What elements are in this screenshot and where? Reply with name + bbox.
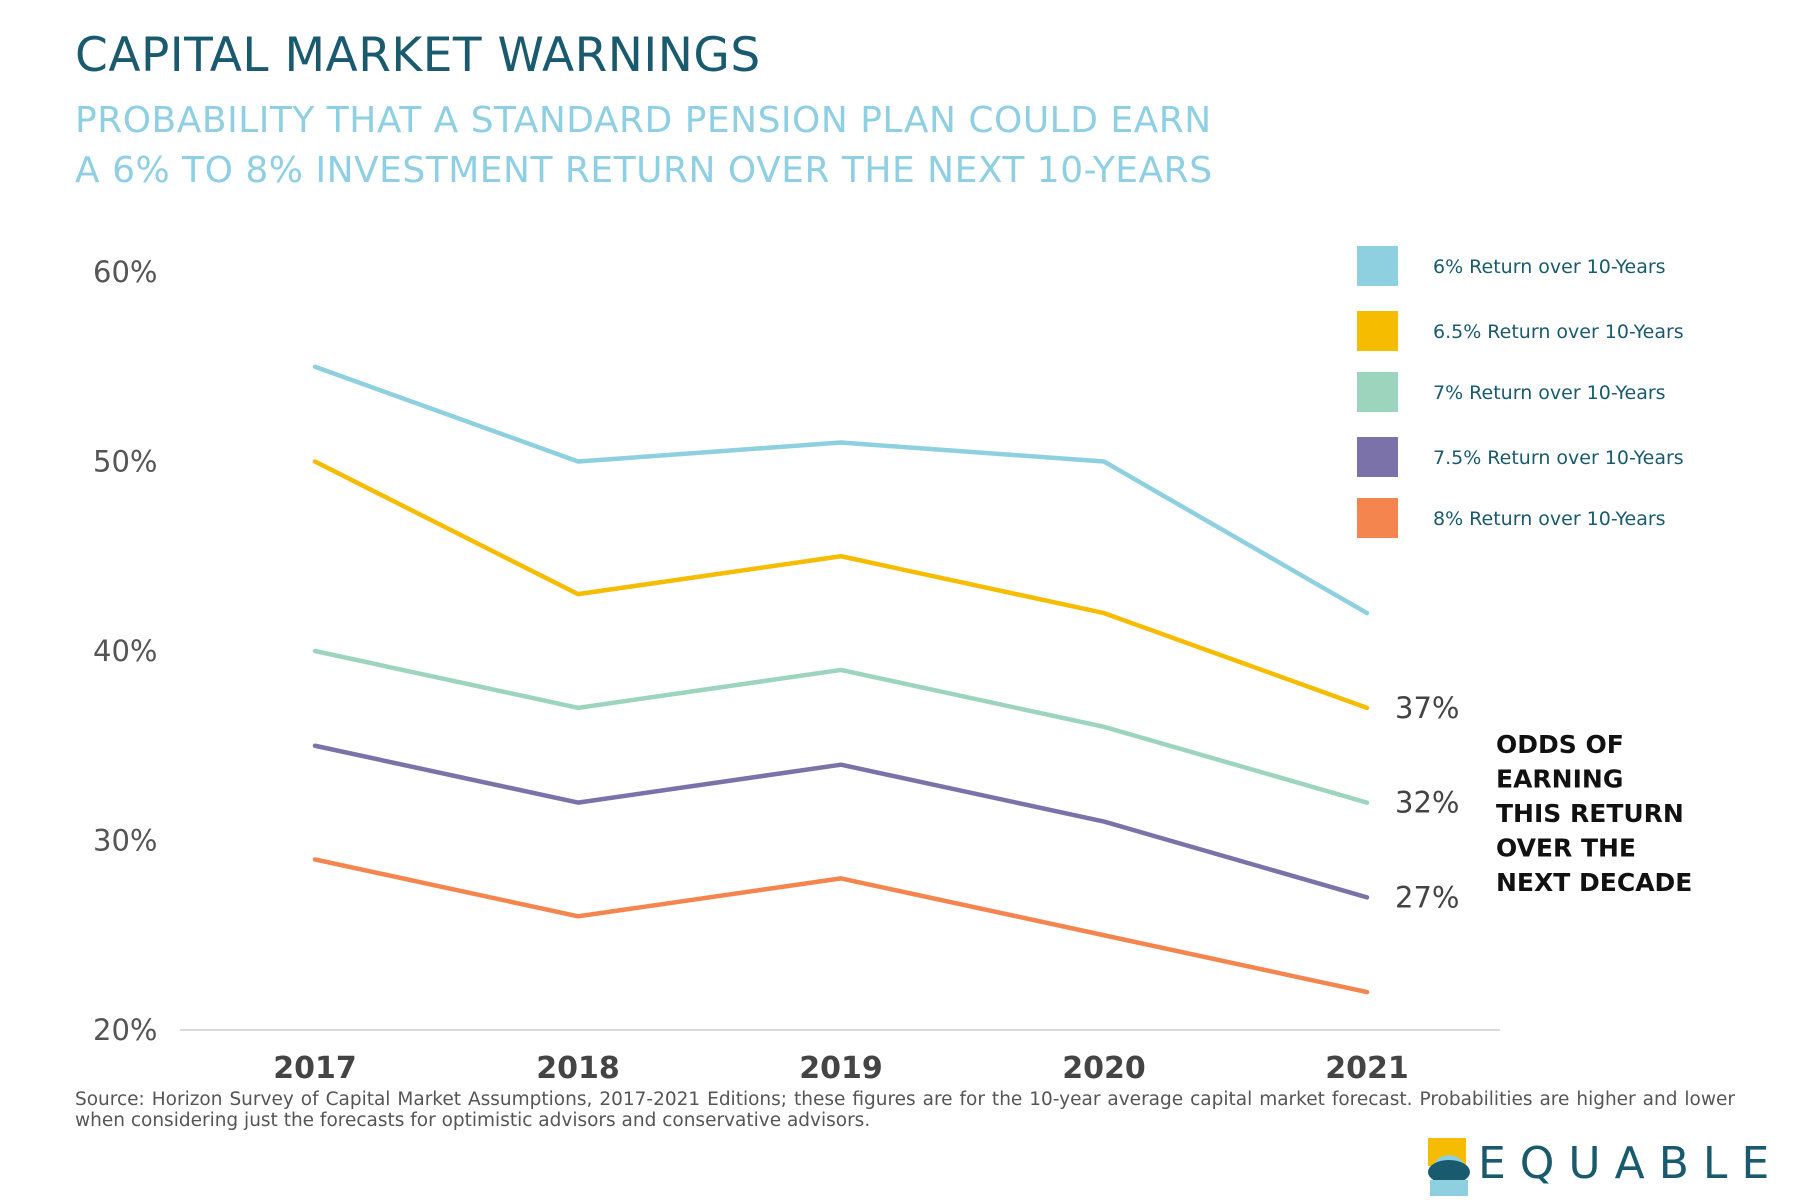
source-note: Source: Horizon Survey of Capital Market… (75, 1089, 1735, 1131)
subtitle-line-2: A 6% TO 8% INVESTMENT RETURN OVER THE NE… (75, 150, 1213, 191)
equable-logo-icon (1428, 1138, 1470, 1196)
legend-swatch (1357, 246, 1398, 286)
logo-wordmark: EQUABLE (1478, 1138, 1784, 1189)
annotation-line: NEXT DECADE (1496, 868, 1692, 897)
series-line-4 (312, 743, 1370, 900)
end-value-label: 27% (1395, 880, 1459, 914)
annotation-line: OVER THE (1496, 834, 1636, 863)
y-tick-label: 50% (93, 445, 157, 479)
legend-label: 6% Return over 10-Years (1433, 256, 1666, 278)
series-line-3 (312, 648, 1370, 805)
page-subtitle: PROBABILITY THAT A STANDARD PENSION PLAN… (75, 96, 1213, 196)
end-value-label: 32% (1395, 786, 1459, 820)
y-tick-label: 20% (93, 1013, 157, 1047)
y-tick-label: 60% (93, 255, 157, 289)
legend-swatch (1357, 372, 1398, 412)
series-line-5 (312, 857, 1370, 995)
x-tick-label: 2020 (1062, 1051, 1146, 1086)
subtitle-line-1: PROBABILITY THAT A STANDARD PENSION PLAN… (75, 100, 1212, 141)
legend-label: 6.5% Return over 10-Years (1433, 321, 1684, 343)
series-line-2 (312, 459, 1370, 711)
y-axis-ticks: 60% 50% 40% 30% 20% (93, 255, 157, 1047)
y-tick-label: 30% (93, 824, 157, 858)
end-value-label: 37% (1395, 691, 1459, 725)
equable-logo: EQUABLE (1426, 1136, 1769, 1198)
annotation-line: THIS RETURN (1496, 799, 1684, 828)
y-tick-label: 40% (93, 634, 157, 668)
x-tick-label: 2019 (799, 1051, 883, 1086)
legend-swatch (1357, 437, 1398, 477)
annotation-line: EARNING (1496, 765, 1623, 794)
legend: 6% Return over 10-Years 6.5% Return over … (1357, 246, 1684, 538)
end-value-labels: 37% 32% 27% (1395, 691, 1459, 915)
legend-label: 7.5% Return over 10-Years (1433, 447, 1684, 469)
x-tick-label: 2021 (1325, 1051, 1409, 1086)
page-title: CAPITAL MARKET WARNINGS (75, 28, 761, 83)
odds-annotation: ODDS OF EARNING THIS RETURN OVER THE NEXT DE… (1496, 730, 1692, 897)
legend-swatch (1357, 498, 1398, 538)
legend-label: 7% Return over 10-Years (1433, 382, 1666, 404)
legend-swatch (1357, 311, 1398, 351)
series-line-1 (312, 364, 1370, 616)
annotation-line: ODDS OF (1496, 730, 1624, 759)
series-lines (312, 364, 1370, 995)
legend-label: 8% Return over 10-Years (1433, 508, 1666, 530)
x-tick-label: 2018 (536, 1051, 620, 1086)
line-chart: 60% 50% 40% 30% 20% 2017 2018 2019 2020 2021 37%… (93, 246, 1692, 1086)
x-axis-ticks: 2017 2018 2019 2020 2021 (273, 1051, 1409, 1086)
x-tick-label: 2017 (273, 1051, 357, 1086)
